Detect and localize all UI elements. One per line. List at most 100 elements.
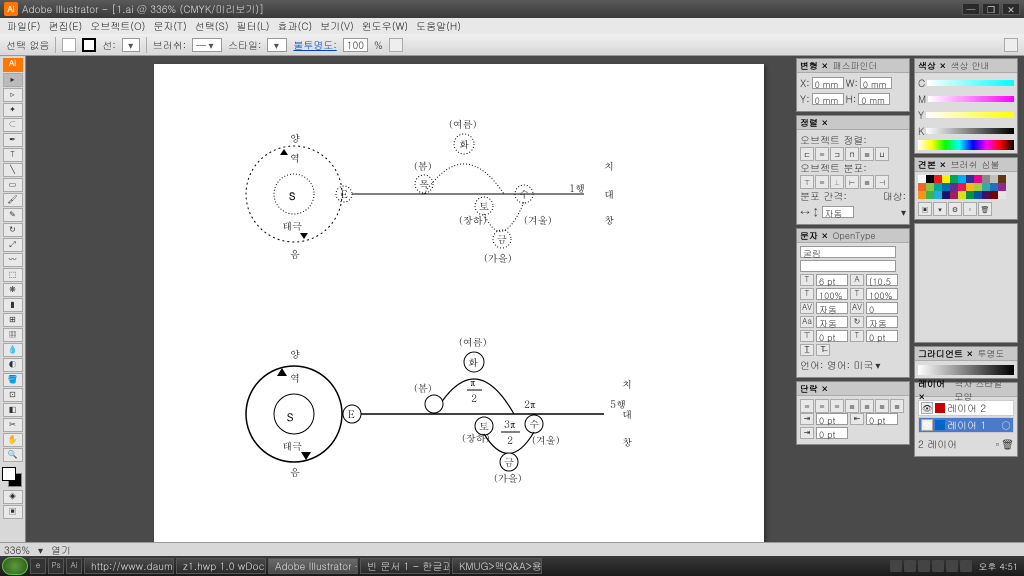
menu-help[interactable]: 도움말(H) xyxy=(413,19,464,33)
ql-ie-icon[interactable]: e xyxy=(30,558,46,574)
dist-v-icon[interactable]: ↕ xyxy=(812,205,820,219)
swatch-cell[interactable] xyxy=(918,191,926,199)
workspace-icon[interactable] xyxy=(1004,38,1018,52)
tab-transform[interactable]: 변형 × xyxy=(800,59,829,72)
kern-field[interactable]: 자동 xyxy=(816,302,848,314)
dist-bottom-icon[interactable]: ⊥ xyxy=(830,175,844,189)
tray-icon[interactable] xyxy=(960,560,972,572)
gradient-tool[interactable]: ▦ xyxy=(3,328,23,342)
swatch-cell[interactable] xyxy=(934,175,942,183)
start-button[interactable] xyxy=(2,557,28,575)
selection-tool[interactable]: ▸ xyxy=(3,73,23,87)
rot2-field[interactable]: 0 pt xyxy=(866,330,898,342)
bshift-field[interactable]: 자동 xyxy=(816,316,848,328)
free-transform-tool[interactable]: ⬚ xyxy=(3,268,23,282)
maximize-button[interactable]: ❐ xyxy=(982,3,1000,15)
swatch-lib-icon[interactable]: ▣ xyxy=(918,202,932,216)
swatch-cell[interactable] xyxy=(982,191,990,199)
warp-tool[interactable]: 〰 xyxy=(3,253,23,267)
scissors-tool[interactable]: ✂ xyxy=(3,418,23,432)
swatch-cell[interactable] xyxy=(990,183,998,191)
menu-window[interactable]: 윈도우(W) xyxy=(359,19,411,33)
indent-r-field[interactable]: 0 pt xyxy=(866,413,898,425)
tab-symbols[interactable]: 심볼 xyxy=(982,158,1000,171)
menu-select[interactable]: 선택(S) xyxy=(192,19,232,33)
vscale-field[interactable]: 100% xyxy=(866,288,898,300)
dist-top-icon[interactable]: ⊤ xyxy=(800,175,814,189)
clock[interactable]: 오후 4:51 xyxy=(974,560,1022,573)
tab-opentype[interactable]: OpenType xyxy=(833,229,876,242)
tab-para[interactable]: 단락 × xyxy=(800,382,829,395)
new-layer-icon[interactable]: ▫ xyxy=(996,437,1000,451)
font-style-field[interactable] xyxy=(800,260,896,272)
dist-hcenter-icon[interactable]: ≣ xyxy=(860,175,874,189)
swatch-cell[interactable] xyxy=(974,183,982,191)
minimize-button[interactable]: — xyxy=(962,3,980,15)
zoom-field[interactable]: 336% xyxy=(4,543,30,557)
x-field[interactable]: 0 mm xyxy=(812,77,844,89)
swatch-cell[interactable] xyxy=(942,191,950,199)
align-r-icon[interactable]: ≡ xyxy=(830,399,844,413)
size-field[interactable]: 6 pt xyxy=(816,274,848,286)
underline-icon[interactable]: T̲ xyxy=(800,344,814,356)
ql-ai-icon[interactable]: Ai xyxy=(66,558,82,574)
menu-object[interactable]: 오브젝트(O) xyxy=(87,19,148,33)
dist-right-icon[interactable]: ⊣ xyxy=(875,175,889,189)
brush-field[interactable]: —▾ xyxy=(192,38,222,52)
magic-wand-tool[interactable]: ✦ xyxy=(3,103,23,117)
direct-select-tool[interactable]: ▹ xyxy=(3,88,23,102)
align-hcenter-icon[interactable]: ≡ xyxy=(815,147,829,161)
type-tool[interactable]: T xyxy=(3,148,23,162)
swatch-cell[interactable] xyxy=(934,191,942,199)
swatch-cell[interactable] xyxy=(966,183,974,191)
graph-tool[interactable]: ▮ xyxy=(3,298,23,312)
tab-layers[interactable]: 레이어 × xyxy=(918,377,950,403)
swatch-cell[interactable] xyxy=(998,175,1006,183)
menu-filter[interactable]: 필터(L) xyxy=(234,19,273,33)
swatch-cell[interactable] xyxy=(974,175,982,183)
dist-left-icon[interactable]: ⊢ xyxy=(845,175,859,189)
blend-tool[interactable]: ◐ xyxy=(3,358,23,372)
swatch-kind-icon[interactable]: ▾ xyxy=(933,202,947,216)
lasso-tool[interactable]: ⊂ xyxy=(3,118,23,132)
swatch-cell[interactable] xyxy=(998,191,1006,199)
align-bottom-icon[interactable]: ⊔ xyxy=(875,147,889,161)
doc-setup-icon[interactable] xyxy=(389,38,403,52)
swatch-cell[interactable] xyxy=(982,175,990,183)
tab-brushes[interactable]: 브러쉬 xyxy=(951,158,978,171)
font-field[interactable]: 굴림 xyxy=(800,246,896,258)
swatch-cell[interactable] xyxy=(966,191,974,199)
justify-l-icon[interactable]: ≣ xyxy=(845,399,859,413)
swatch-cell[interactable] xyxy=(926,183,934,191)
strike-icon[interactable]: T̶ xyxy=(816,344,830,356)
align-c-icon[interactable]: ≡ xyxy=(815,399,829,413)
swatch-cell[interactable] xyxy=(974,191,982,199)
screen-mode-icon[interactable]: ▣ xyxy=(3,505,23,519)
align-to-icon[interactable]: ▾ xyxy=(901,205,906,219)
eye-icon[interactable]: 👁 xyxy=(921,402,933,414)
tray-icon[interactable] xyxy=(932,560,944,572)
swatch-cell[interactable] xyxy=(982,183,990,191)
rectangle-tool[interactable]: ▭ xyxy=(3,178,23,192)
tab-color[interactable]: 색상 × xyxy=(918,59,947,72)
task-button[interactable]: z1.hwp 1.0 wDocu... xyxy=(176,558,266,574)
swatch-cell[interactable] xyxy=(966,175,974,183)
swatch-cell[interactable] xyxy=(990,175,998,183)
swatch-cell[interactable] xyxy=(942,175,950,183)
w-field[interactable]: 0 mm xyxy=(860,77,892,89)
hand-tool[interactable]: ✋ xyxy=(3,433,23,447)
swatch-cell[interactable] xyxy=(950,175,958,183)
stroke-weight-field[interactable]: ▾ xyxy=(122,38,140,52)
justify-all-icon[interactable]: ≣ xyxy=(890,399,904,413)
mesh-tool[interactable]: ⊞ xyxy=(3,313,23,327)
align-right-icon[interactable]: ⊐ xyxy=(830,147,844,161)
align-left-icon[interactable]: ⊏ xyxy=(800,147,814,161)
task-button[interactable]: Adobe Illustrator - ... xyxy=(268,558,358,574)
tab-gradient[interactable]: 그라디언트 × xyxy=(918,347,974,360)
dist-h-icon[interactable]: ↔ xyxy=(800,205,810,219)
swatch-cell[interactable] xyxy=(950,191,958,199)
tab-transparency[interactable]: 투명도 xyxy=(978,347,1005,360)
rotate-tool[interactable]: ↻ xyxy=(3,223,23,237)
align-top-icon[interactable]: ⊓ xyxy=(845,147,859,161)
indent-l-field[interactable]: 0 pt xyxy=(816,413,848,425)
